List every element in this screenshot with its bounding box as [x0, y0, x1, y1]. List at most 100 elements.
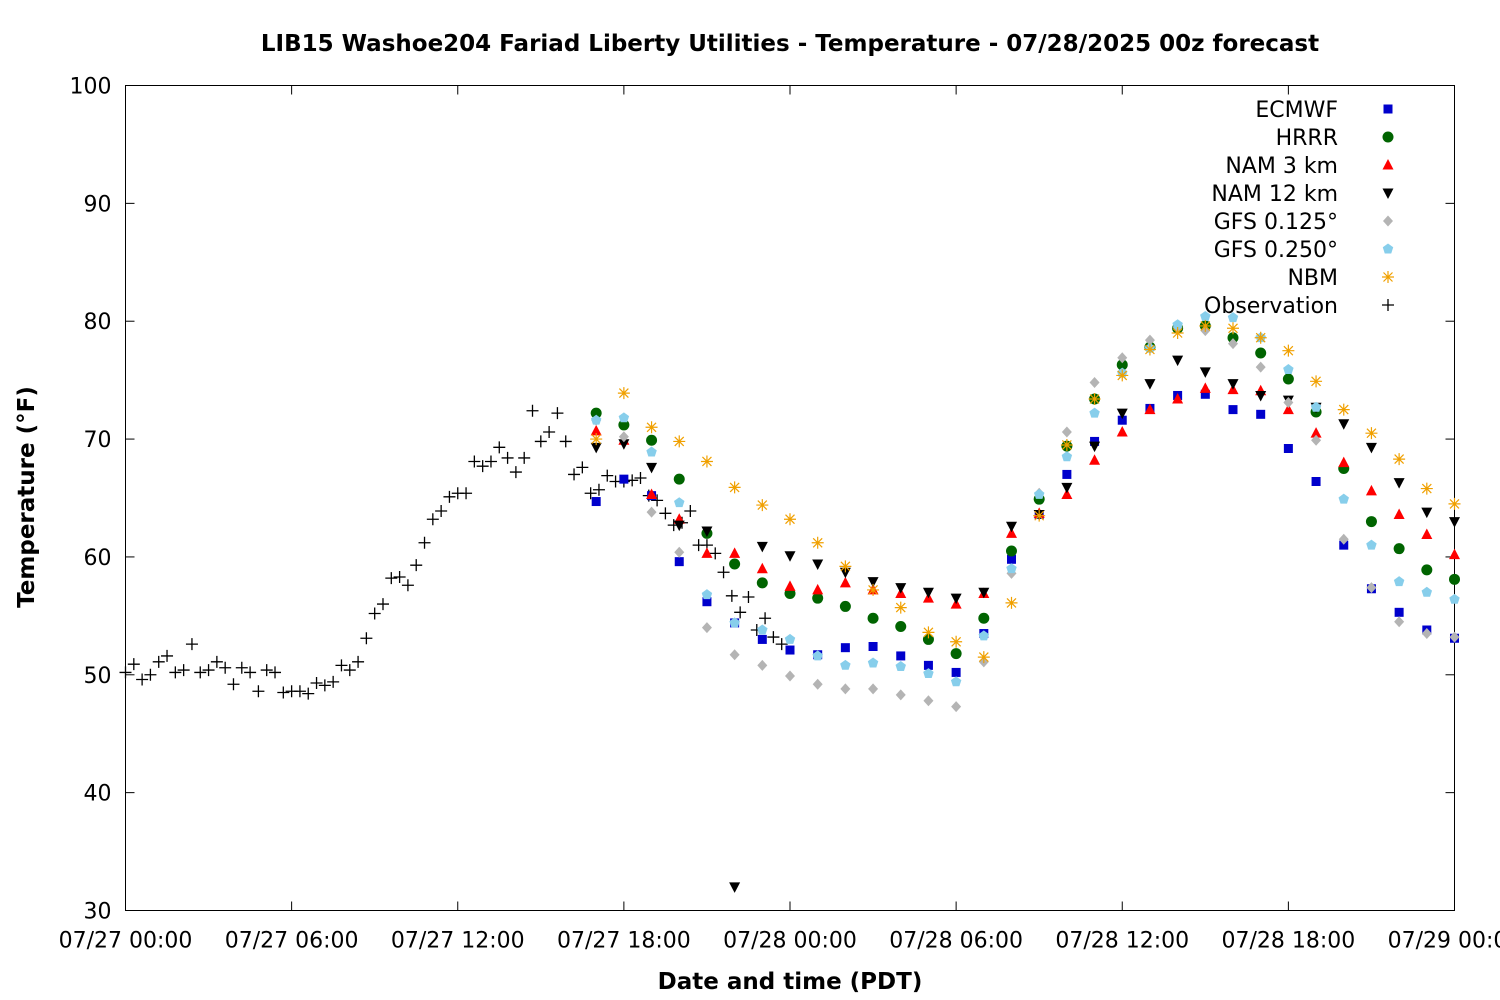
data-point-gfs-0-125	[701, 622, 712, 634]
series-gfs-0-250	[590, 311, 1460, 687]
data-point-nam-3-km	[1144, 403, 1156, 415]
data-point-ecmwf	[1339, 540, 1349, 550]
series-nam-12-km	[590, 355, 1460, 893]
legend-label: ECMWF	[1255, 98, 1338, 123]
data-point-observation	[293, 685, 306, 698]
data-point-gfs-0-250	[1227, 312, 1239, 323]
data-point-observation	[501, 451, 514, 464]
data-point-nam-3-km	[1449, 548, 1460, 560]
y-axis-label: Temperature (°F)	[14, 386, 40, 608]
data-point-nam-12-km	[950, 593, 962, 605]
data-point-observation	[393, 570, 406, 583]
data-point-nam-12-km	[839, 567, 851, 579]
data-point-nam-12-km	[618, 439, 630, 450]
data-point-nam-12-km	[1365, 442, 1377, 454]
data-point-nam-12-km	[590, 442, 602, 454]
data-point-observation	[709, 547, 722, 560]
data-point-nam-3-km	[839, 576, 851, 588]
data-point-observation	[119, 666, 132, 679]
legend-marker	[1382, 299, 1394, 311]
data-point-observation	[759, 612, 772, 625]
data-point-nam-3-km	[1006, 527, 1017, 538]
data-point-gfs-0-250	[1172, 319, 1183, 330]
data-point-observation	[460, 487, 473, 500]
data-point-gfs-0-125	[951, 701, 962, 713]
data-point-gfs-0-125	[1421, 628, 1432, 640]
data-point-gfs-0-250	[950, 676, 962, 687]
data-point-observation	[335, 659, 348, 672]
legend-entry-nam-12-km: NAM 12 km	[1211, 182, 1394, 207]
data-point-nam-12-km	[646, 462, 658, 474]
x-tick-label: 07/27 00:00	[59, 929, 193, 954]
data-point-gfs-0-250	[618, 412, 630, 423]
data-point-gfs-0-250	[812, 650, 823, 661]
data-point-observation	[343, 664, 356, 677]
data-point-nbm	[1337, 403, 1350, 416]
data-point-nam-12-km	[729, 882, 741, 893]
data-point-gfs-0-125	[895, 689, 906, 701]
data-point-nbm	[867, 583, 880, 596]
data-point-hrrr	[895, 620, 907, 632]
data-point-gfs-0-250	[1061, 451, 1073, 462]
data-point-hrrr	[978, 612, 990, 624]
legend-entry-observation: Observation	[1204, 294, 1394, 319]
data-point-gfs-0-250	[1283, 364, 1294, 374]
x-axis-label: Date and time (PDT)	[658, 969, 923, 995]
data-point-nam-3-km	[1338, 456, 1350, 468]
data-point-nbm	[1199, 319, 1212, 332]
data-point-nam-3-km	[701, 547, 713, 558]
data-point-gfs-0-250	[1006, 563, 1017, 574]
x-tick-label: 07/28 12:00	[1055, 929, 1189, 954]
data-point-observation	[418, 536, 431, 549]
data-point-nam-3-km	[756, 562, 768, 574]
data-point-ecmwf	[951, 667, 961, 677]
data-point-nam-3-km	[646, 488, 658, 499]
data-point-observation	[742, 591, 755, 603]
data-point-gfs-0-125	[1394, 616, 1405, 628]
data-point-observation	[592, 483, 605, 496]
data-point-observation	[734, 606, 747, 619]
data-point-observation	[476, 460, 489, 473]
data-point-observation	[584, 487, 597, 500]
data-point-nbm	[922, 626, 935, 639]
data-point-hrrr	[812, 592, 824, 604]
data-point-observation	[725, 589, 738, 602]
data-point-observation	[526, 404, 539, 417]
data-point-gfs-0-125	[1144, 334, 1155, 346]
data-point-gfs-0-125	[1061, 426, 1072, 438]
data-point-ecmwf	[1256, 409, 1266, 419]
y-tick-label: 70	[84, 428, 112, 453]
data-point-nbm	[1448, 497, 1461, 510]
legend-entry-gfs-0-250: GFS 0.250°	[1214, 238, 1394, 263]
x-tick-label: 07/28 00:00	[723, 929, 857, 954]
data-point-gfs-0-125	[868, 683, 879, 695]
data-point-hrrr	[590, 407, 602, 419]
data-point-hrrr	[1227, 332, 1239, 344]
data-point-observation	[260, 664, 273, 677]
series-ecmwf	[591, 389, 1459, 677]
data-point-nbm	[1143, 343, 1156, 356]
legend-marker	[1382, 271, 1394, 283]
data-point-nbm	[590, 433, 603, 446]
data-point-hrrr	[922, 633, 934, 645]
data-point-hrrr	[1365, 516, 1377, 528]
data-point-observation	[634, 471, 647, 484]
data-point-hrrr	[673, 473, 685, 485]
data-point-observation	[177, 664, 190, 677]
data-point-nam-12-km	[1006, 521, 1017, 533]
data-point-nbm	[950, 635, 963, 648]
legend-entry-ecmwf: ECMWF	[1255, 98, 1393, 123]
data-point-gfs-0-125	[1117, 352, 1128, 364]
data-point-gfs-0-125	[1255, 361, 1266, 373]
legend-label: NBM	[1287, 266, 1338, 291]
data-point-nbm	[1227, 322, 1239, 335]
data-point-observation	[227, 678, 240, 691]
data-point-gfs-0-250	[1393, 576, 1405, 587]
data-point-gfs-0-250	[1338, 493, 1349, 504]
data-point-ecmwf	[619, 474, 629, 484]
data-point-observation	[534, 435, 547, 448]
data-point-hrrr	[867, 612, 879, 624]
data-point-gfs-0-250	[784, 633, 796, 644]
series-nam-3-km	[590, 382, 1460, 609]
